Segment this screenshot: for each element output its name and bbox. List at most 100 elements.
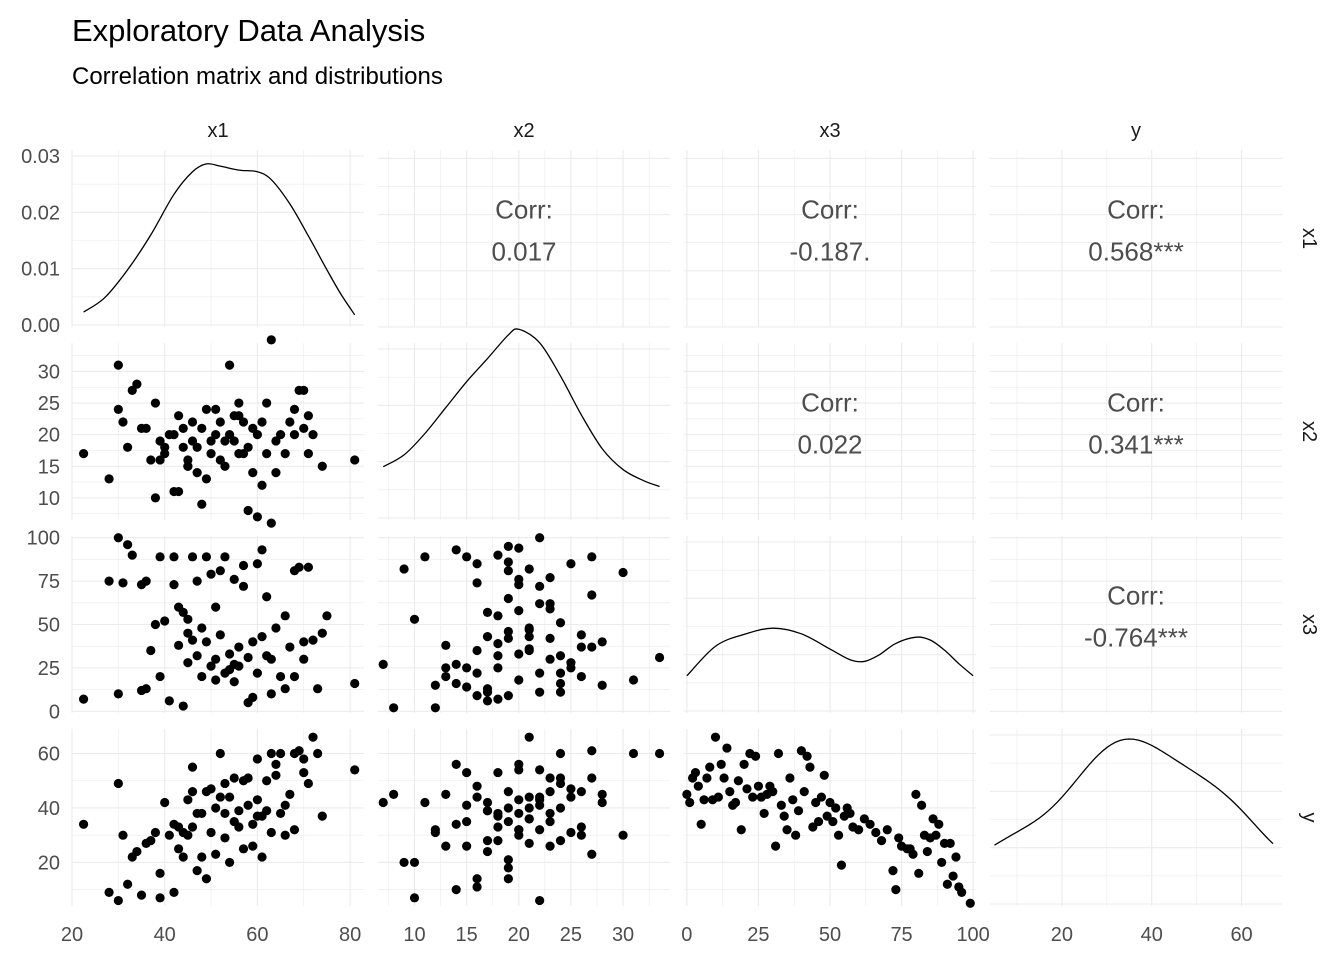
scatter-point <box>229 436 239 446</box>
scatter-point <box>197 423 207 433</box>
scatter-point <box>482 684 493 694</box>
scatter-point <box>894 833 904 843</box>
scatter-point <box>482 806 493 816</box>
scatter-point <box>174 640 184 650</box>
x-tick-label: 40 <box>1141 924 1163 946</box>
scatter-point <box>493 638 503 649</box>
scatter-point <box>420 797 430 808</box>
scatter-point <box>220 808 230 819</box>
scatter-point <box>113 360 123 370</box>
corr-value-x1-x3: -0.187. <box>790 237 871 267</box>
corr-label-x1-x2: Corr: <box>495 195 553 225</box>
scatter-y-vs-x3 <box>682 732 975 908</box>
scatter-point <box>303 778 313 789</box>
scatter-point <box>104 887 114 897</box>
scatter-point <box>773 748 784 759</box>
scatter-point <box>493 651 503 661</box>
scatter-point <box>303 411 313 421</box>
scatter-point <box>201 874 212 884</box>
scatter-point <box>503 863 513 873</box>
scatter-point <box>187 635 198 645</box>
scatter-x3-vs-x1 <box>78 533 360 711</box>
scatter-point <box>389 703 399 713</box>
scatter-point <box>545 599 555 609</box>
scatter-point <box>535 581 545 591</box>
scatter-point <box>252 559 262 569</box>
scatter-point <box>271 770 281 780</box>
scatter-point <box>234 398 244 408</box>
scatter-point <box>493 611 503 621</box>
scatter-point <box>524 645 534 656</box>
scatter-point <box>882 825 892 835</box>
scatter-point <box>493 822 503 832</box>
scatter-point <box>243 773 253 783</box>
scatter-point <box>888 866 898 876</box>
scatter-point <box>409 857 420 868</box>
scatter-point <box>576 787 586 797</box>
corr-value-x3-y: -0.764*** <box>1084 623 1188 653</box>
scatter-point <box>317 628 327 638</box>
scatter-point <box>313 748 323 759</box>
scatter-y-vs-x2 <box>378 732 665 906</box>
scatter-point <box>243 505 253 516</box>
scatter-point <box>597 680 607 690</box>
scatter-point <box>211 430 221 440</box>
scatter-point <box>472 691 482 701</box>
scatter-point <box>524 732 534 742</box>
corr-value-x2-y: 0.341*** <box>1088 430 1183 460</box>
scatter-point <box>865 819 875 829</box>
scatter-point <box>136 685 147 696</box>
scatter-point <box>682 789 692 799</box>
scatter-point <box>280 684 290 694</box>
corr-label-x2-y: Corr: <box>1107 388 1165 418</box>
scatter-point <box>771 841 781 851</box>
scatter-point <box>211 404 221 414</box>
scatter-point <box>725 787 735 797</box>
scatter-point <box>299 423 309 433</box>
scatter-point <box>503 691 513 701</box>
scatter-point <box>555 836 566 846</box>
scatter-point <box>472 578 482 588</box>
scatter-point <box>654 652 665 663</box>
scatter-point <box>164 696 174 706</box>
scatter-point <box>799 787 809 797</box>
scatter-point <box>248 467 258 478</box>
scatter-point <box>587 773 597 783</box>
scatter-point <box>224 360 235 370</box>
scatter-point <box>555 803 566 813</box>
scatter-point <box>555 618 566 628</box>
scatter-point <box>524 792 534 802</box>
scatter-point <box>174 844 184 854</box>
scatter-point <box>141 576 151 586</box>
scatter-point <box>908 849 918 859</box>
x-tick-label: 75 <box>890 924 912 946</box>
scatter-point <box>948 871 958 881</box>
scatter-point <box>493 767 503 778</box>
scatter-point <box>576 671 586 682</box>
scatter-point <box>699 795 709 805</box>
scatter-point <box>742 784 752 794</box>
scatter-point <box>503 626 513 637</box>
scatter-point <box>524 625 534 635</box>
scatter-point <box>234 822 244 832</box>
scatter-point <box>420 552 430 562</box>
scatter-point <box>705 762 715 772</box>
scatter-point <box>628 675 639 685</box>
scatter-point <box>220 552 230 562</box>
y-tick-label: 60 <box>38 744 60 766</box>
scatter-point <box>441 663 451 673</box>
scatter-point <box>215 748 225 759</box>
scatter-point <box>303 562 313 572</box>
scatter-point <box>192 576 202 586</box>
scatter-point <box>462 767 472 778</box>
scatter-point <box>802 751 812 761</box>
scatter-point <box>201 474 212 484</box>
scatter-point <box>759 808 769 819</box>
scatter-point <box>183 455 193 465</box>
scatter-point <box>566 792 576 802</box>
scatter-point <box>299 654 309 664</box>
scatter-point <box>262 449 272 459</box>
scatter-point <box>211 675 221 685</box>
scatter-point <box>451 545 461 555</box>
x-tick-label: 20 <box>1051 924 1073 946</box>
